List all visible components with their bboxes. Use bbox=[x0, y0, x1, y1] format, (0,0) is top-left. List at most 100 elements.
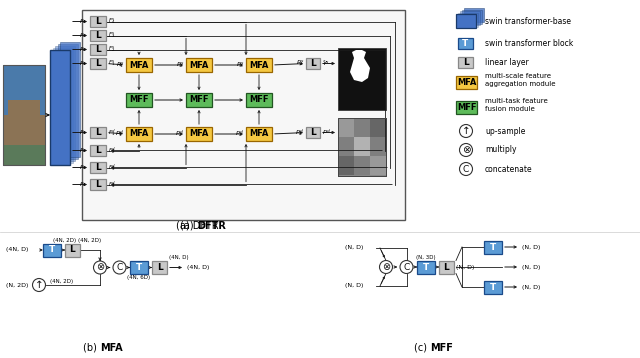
FancyBboxPatch shape bbox=[126, 93, 152, 107]
Text: T: T bbox=[490, 282, 496, 291]
Text: MFF: MFF bbox=[129, 96, 148, 105]
Text: (4N, 2D): (4N, 2D) bbox=[79, 238, 102, 243]
Text: L: L bbox=[463, 58, 468, 67]
FancyBboxPatch shape bbox=[456, 76, 477, 89]
Text: (4N, 6D): (4N, 6D) bbox=[127, 276, 150, 281]
Text: (a): (a) bbox=[180, 221, 197, 231]
Text: MFF: MFF bbox=[457, 103, 476, 112]
Text: T: T bbox=[136, 263, 142, 272]
Text: $F_3^s$: $F_3^s$ bbox=[108, 31, 115, 40]
Text: (N, D): (N, D) bbox=[345, 246, 364, 251]
Text: $F_3$: $F_3$ bbox=[79, 163, 87, 172]
Text: multi-task feature
fusion module: multi-task feature fusion module bbox=[485, 98, 548, 112]
Text: (4N, D): (4N, D) bbox=[169, 256, 189, 261]
FancyBboxPatch shape bbox=[439, 261, 454, 274]
Text: swin transformer block: swin transformer block bbox=[485, 39, 573, 48]
Text: (4N, D): (4N, D) bbox=[187, 265, 209, 270]
Text: (b): (b) bbox=[83, 343, 100, 353]
FancyBboxPatch shape bbox=[8, 100, 40, 155]
FancyBboxPatch shape bbox=[370, 118, 386, 137]
Circle shape bbox=[460, 125, 472, 137]
Text: L: L bbox=[70, 246, 76, 255]
Text: $P_3^d$: $P_3^d$ bbox=[235, 129, 244, 139]
Text: $F_3^d$: $F_3^d$ bbox=[108, 162, 116, 173]
Text: (N, 3D): (N, 3D) bbox=[416, 255, 436, 260]
Text: MFA: MFA bbox=[250, 61, 269, 69]
Text: L: L bbox=[444, 262, 449, 271]
FancyBboxPatch shape bbox=[354, 156, 370, 175]
FancyBboxPatch shape bbox=[246, 127, 272, 141]
FancyBboxPatch shape bbox=[126, 58, 152, 72]
FancyBboxPatch shape bbox=[462, 10, 482, 24]
FancyBboxPatch shape bbox=[484, 281, 502, 294]
FancyBboxPatch shape bbox=[130, 261, 148, 274]
FancyBboxPatch shape bbox=[55, 46, 75, 161]
Text: MFA: MFA bbox=[100, 343, 123, 353]
FancyBboxPatch shape bbox=[370, 137, 386, 156]
FancyBboxPatch shape bbox=[3, 65, 45, 165]
FancyBboxPatch shape bbox=[354, 118, 370, 137]
FancyBboxPatch shape bbox=[338, 137, 354, 156]
Circle shape bbox=[460, 144, 472, 156]
Text: $F_2$: $F_2$ bbox=[79, 45, 87, 54]
Text: $P^d$: $P^d$ bbox=[322, 128, 331, 137]
FancyBboxPatch shape bbox=[338, 48, 386, 110]
Circle shape bbox=[33, 279, 45, 291]
Text: (N, D): (N, D) bbox=[522, 245, 540, 250]
Text: L: L bbox=[310, 128, 316, 137]
Text: $P_4^s$: $P_4^s$ bbox=[296, 59, 304, 68]
FancyBboxPatch shape bbox=[90, 162, 106, 173]
Text: $P_1^d$: $P_1^d$ bbox=[115, 129, 124, 139]
Text: MFA: MFA bbox=[189, 130, 209, 139]
Text: MFA: MFA bbox=[129, 61, 148, 69]
FancyBboxPatch shape bbox=[186, 58, 212, 72]
Text: concatenate: concatenate bbox=[485, 164, 532, 174]
Text: (N, D): (N, D) bbox=[522, 265, 540, 270]
Text: ⊗: ⊗ bbox=[96, 262, 104, 272]
FancyBboxPatch shape bbox=[152, 261, 167, 274]
Text: ↑: ↑ bbox=[461, 126, 470, 136]
Text: (a) DFTR: (a) DFTR bbox=[176, 221, 218, 231]
Text: L: L bbox=[95, 45, 101, 54]
Text: L: L bbox=[95, 17, 101, 26]
FancyBboxPatch shape bbox=[50, 50, 70, 165]
Text: ⊗: ⊗ bbox=[382, 262, 390, 272]
FancyBboxPatch shape bbox=[126, 127, 152, 141]
Text: C: C bbox=[463, 164, 469, 174]
FancyBboxPatch shape bbox=[338, 156, 354, 175]
FancyBboxPatch shape bbox=[3, 145, 45, 165]
Text: $F_2$: $F_2$ bbox=[79, 146, 87, 155]
Text: L: L bbox=[95, 59, 101, 68]
Text: $F_2^s$: $F_2^s$ bbox=[108, 45, 115, 54]
FancyBboxPatch shape bbox=[90, 44, 106, 55]
FancyBboxPatch shape bbox=[246, 93, 272, 107]
FancyBboxPatch shape bbox=[458, 57, 473, 68]
Text: $P_1^s$: $P_1^s$ bbox=[116, 60, 124, 70]
Text: T: T bbox=[49, 246, 55, 255]
Text: linear layer: linear layer bbox=[485, 58, 529, 67]
Text: ↑: ↑ bbox=[35, 280, 44, 290]
Circle shape bbox=[380, 261, 392, 274]
Text: ⊗: ⊗ bbox=[461, 145, 470, 155]
FancyBboxPatch shape bbox=[90, 16, 106, 27]
Circle shape bbox=[93, 261, 106, 274]
Polygon shape bbox=[350, 50, 370, 82]
FancyBboxPatch shape bbox=[90, 179, 106, 190]
Text: $P_3^s$: $P_3^s$ bbox=[236, 60, 244, 70]
FancyBboxPatch shape bbox=[90, 145, 106, 156]
FancyBboxPatch shape bbox=[43, 243, 61, 256]
FancyBboxPatch shape bbox=[60, 42, 80, 157]
FancyBboxPatch shape bbox=[82, 10, 405, 220]
Text: $F_2^d$: $F_2^d$ bbox=[108, 145, 116, 156]
Circle shape bbox=[400, 261, 413, 274]
FancyBboxPatch shape bbox=[90, 58, 106, 69]
Text: $P_2^d$: $P_2^d$ bbox=[175, 129, 184, 139]
FancyBboxPatch shape bbox=[354, 137, 370, 156]
FancyBboxPatch shape bbox=[338, 118, 354, 137]
FancyBboxPatch shape bbox=[186, 127, 212, 141]
FancyBboxPatch shape bbox=[186, 93, 212, 107]
Text: (c): (c) bbox=[414, 343, 430, 353]
Text: L: L bbox=[157, 263, 163, 272]
Text: L: L bbox=[95, 31, 101, 40]
Text: $F_4^d$: $F_4^d$ bbox=[108, 179, 116, 190]
